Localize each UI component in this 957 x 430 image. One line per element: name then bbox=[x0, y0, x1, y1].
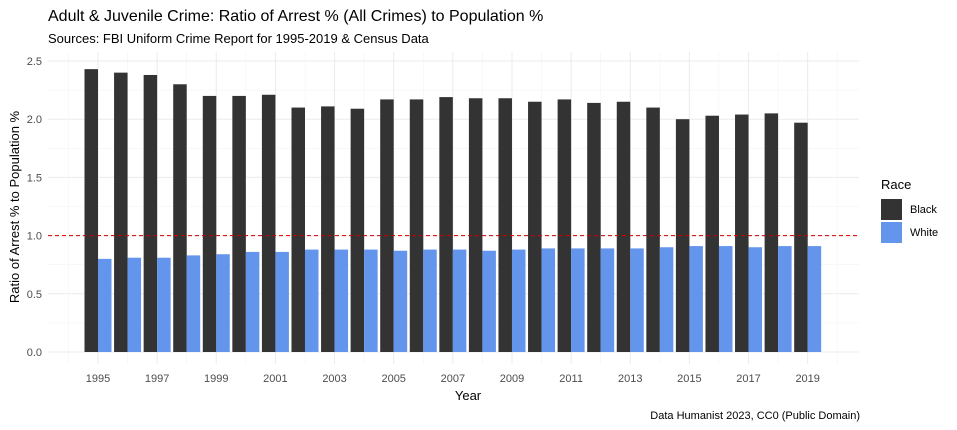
bar-black-2006 bbox=[409, 99, 424, 352]
x-tick-label: 2001 bbox=[263, 373, 287, 385]
bar-black-1999 bbox=[202, 95, 217, 353]
y-axis-ticks: 0.0 0.5 1.0 1.5 2.0 2.5 bbox=[27, 56, 42, 359]
chart-subtitle: Sources: FBI Uniform Crime Report for 19… bbox=[48, 31, 430, 46]
bar-white-2000 bbox=[245, 251, 260, 352]
bar-black-2018 bbox=[764, 113, 779, 352]
bar-white-2019 bbox=[807, 246, 822, 352]
bar-black-2011 bbox=[557, 99, 572, 352]
x-tick-label: 2017 bbox=[736, 373, 760, 385]
bar-white-2006 bbox=[423, 249, 437, 352]
chart-caption: Data Humanist 2023, CC0 (Public Domain) bbox=[650, 410, 860, 422]
legend-swatch-white bbox=[881, 222, 902, 243]
bar-white-1995 bbox=[98, 258, 112, 352]
bar-white-2001 bbox=[275, 251, 289, 352]
bar-white-2002 bbox=[304, 249, 319, 352]
bar-black-2017 bbox=[735, 114, 749, 352]
bar-white-2013 bbox=[630, 248, 644, 352]
bar-white-1999 bbox=[216, 254, 230, 352]
legend-label-white: White bbox=[910, 227, 938, 239]
bar-black-2002 bbox=[291, 107, 305, 352]
bar-black-2007 bbox=[439, 97, 453, 352]
y-tick-label: 0.0 bbox=[27, 347, 42, 359]
bar-black-2000 bbox=[232, 95, 246, 353]
chart-title: Adult & Juvenile Crime: Ratio of Arrest … bbox=[48, 8, 543, 25]
legend: Race Black White bbox=[881, 177, 938, 243]
bar-black-1996 bbox=[114, 72, 128, 352]
bar-white-2012 bbox=[600, 248, 615, 352]
legend-title: Race bbox=[881, 177, 911, 192]
bar-white-2017 bbox=[748, 247, 763, 352]
x-tick-label: 2007 bbox=[441, 373, 465, 385]
bar-white-1998 bbox=[186, 255, 201, 352]
bar-black-2001 bbox=[261, 94, 276, 353]
x-tick-label: 2013 bbox=[618, 373, 642, 385]
bar-black-2013 bbox=[616, 101, 631, 353]
x-tick-label: 1997 bbox=[145, 373, 169, 385]
bar-white-2008 bbox=[482, 250, 496, 352]
bar-black-2019 bbox=[794, 122, 808, 352]
bar-white-2004 bbox=[364, 249, 378, 352]
bar-black-2009 bbox=[498, 98, 512, 352]
x-tick-label: 2019 bbox=[795, 373, 819, 385]
legend-label-black: Black bbox=[910, 204, 937, 216]
plot-area: 0.0 0.5 1.0 1.5 2.0 2.5 1995 1997 1999 2001 2003 2… bbox=[27, 52, 859, 385]
bar-black-2005 bbox=[380, 99, 394, 352]
bar-white-2005 bbox=[393, 250, 408, 352]
bar-black-2003 bbox=[321, 106, 335, 353]
bar-black-2010 bbox=[528, 101, 542, 353]
bars bbox=[84, 69, 822, 353]
bar-white-2014 bbox=[659, 247, 674, 352]
bar-black-2015 bbox=[675, 119, 690, 352]
bar-black-2014 bbox=[646, 107, 660, 352]
legend-swatch-black bbox=[881, 199, 902, 220]
bar-white-2015 bbox=[689, 246, 703, 352]
x-tick-label: 2003 bbox=[322, 373, 346, 385]
bar-black-2016 bbox=[705, 115, 719, 352]
bar-black-2008 bbox=[468, 98, 483, 352]
bar-white-1996 bbox=[127, 257, 142, 352]
x-tick-label: 2005 bbox=[381, 373, 405, 385]
x-axis-ticks: 1995 1997 1999 2001 2003 2005 2007 2009 2011 2013… bbox=[86, 373, 820, 385]
bar-black-1998 bbox=[173, 84, 187, 352]
y-tick-label: 1.5 bbox=[27, 172, 42, 184]
x-tick-label: 2009 bbox=[500, 373, 524, 385]
x-tick-label: 1995 bbox=[86, 373, 110, 385]
bar-white-2010 bbox=[541, 248, 556, 352]
bar-white-2003 bbox=[334, 249, 349, 352]
y-axis-title: Ratio of Arrest % to Population % bbox=[7, 110, 22, 303]
bar-white-2009 bbox=[511, 249, 526, 352]
bar-white-2016 bbox=[718, 246, 733, 352]
y-tick-label: 0.5 bbox=[27, 289, 42, 301]
bar-white-1997 bbox=[157, 257, 171, 352]
x-tick-label: 2015 bbox=[677, 373, 701, 385]
bar-white-2007 bbox=[452, 249, 467, 352]
bar-white-2018 bbox=[778, 246, 792, 352]
bar-black-2012 bbox=[587, 102, 601, 353]
y-tick-label: 2.5 bbox=[27, 56, 42, 68]
bar-white-2011 bbox=[571, 248, 585, 352]
x-tick-label: 1999 bbox=[204, 373, 228, 385]
y-tick-label: 1.0 bbox=[27, 231, 42, 243]
bar-black-1995 bbox=[84, 69, 98, 352]
x-tick-label: 2011 bbox=[559, 373, 583, 385]
y-tick-label: 2.0 bbox=[27, 114, 42, 126]
x-axis-title: Year bbox=[455, 388, 482, 403]
bar-black-2004 bbox=[350, 108, 365, 352]
bar-black-1997 bbox=[143, 74, 158, 352]
